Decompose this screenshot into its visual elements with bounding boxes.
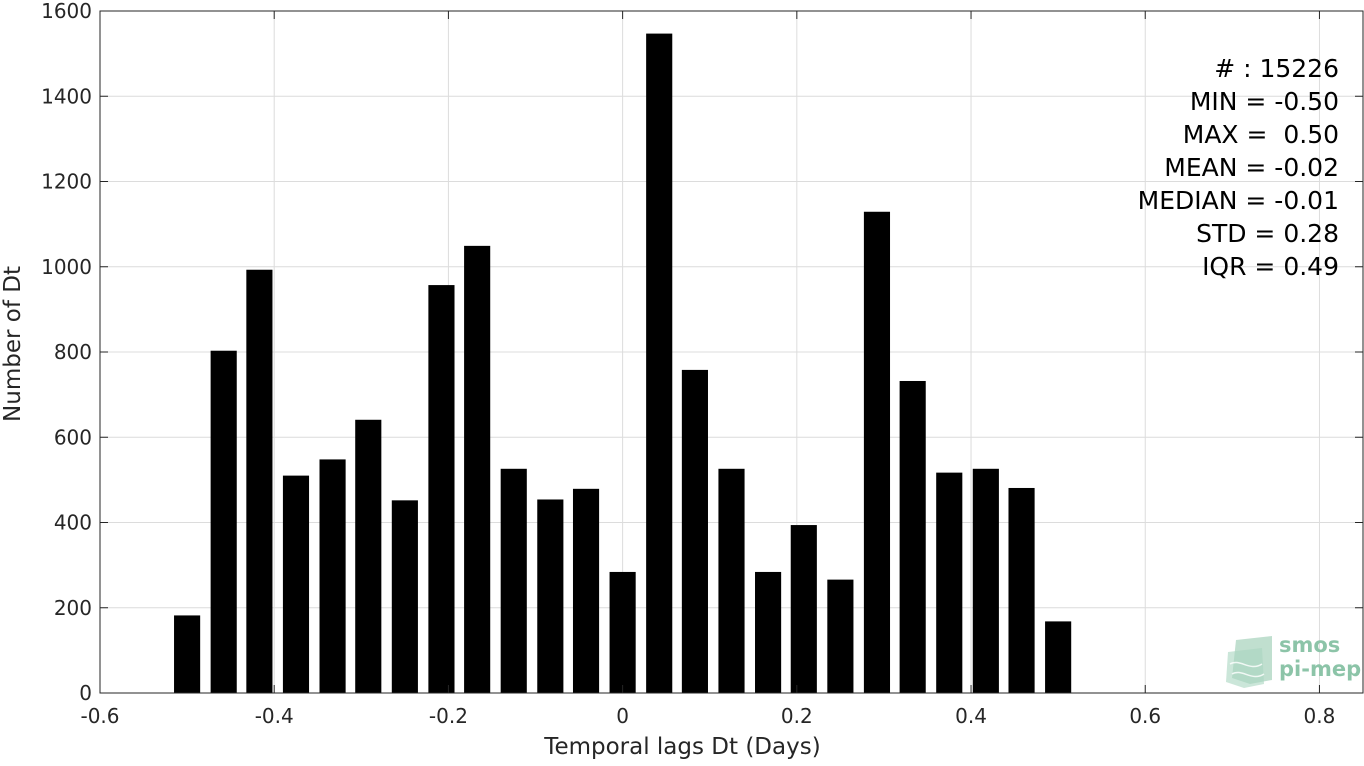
bars — [174, 33, 1072, 694]
bar — [755, 571, 782, 693]
stats-line: MIN = -0.50 — [1190, 87, 1339, 116]
logo-text-line1: smos — [1279, 633, 1340, 657]
x-tick-label: -0.4 — [255, 704, 294, 728]
bar — [464, 245, 491, 693]
bar — [1045, 621, 1072, 693]
bar — [428, 285, 455, 693]
logo-text-line2: pi-mep — [1279, 657, 1361, 681]
x-tick-label: 0.2 — [781, 704, 813, 728]
bar — [355, 419, 382, 693]
y-tick-label: 600 — [54, 425, 92, 449]
bar — [500, 468, 527, 693]
y-tick-label: 200 — [54, 596, 92, 620]
y-axis-label: Number of Dt — [0, 266, 26, 422]
bar — [174, 615, 201, 693]
bar — [646, 33, 673, 694]
bar — [391, 500, 418, 693]
y-tick-label: 0 — [79, 681, 92, 705]
x-tick-label: -0.2 — [429, 704, 468, 728]
bar — [899, 380, 926, 693]
bar — [246, 269, 273, 693]
bar — [718, 468, 745, 693]
x-tick-label: 0 — [616, 704, 629, 728]
bar — [827, 579, 854, 693]
x-tick-label: -0.6 — [80, 704, 119, 728]
y-tick-label: 1200 — [41, 170, 92, 194]
y-tick-label: 1600 — [41, 0, 92, 23]
stats-line: MEDIAN = -0.01 — [1138, 186, 1339, 215]
y-tick-label: 800 — [54, 340, 92, 364]
x-tick-label: 0.8 — [1304, 704, 1336, 728]
bar — [1008, 487, 1035, 693]
bar — [609, 571, 636, 693]
bar — [790, 525, 817, 693]
bar — [282, 475, 310, 693]
x-tick-label: 0.4 — [955, 704, 987, 728]
smos-pimep-logo: smos pi-mep — [1226, 633, 1361, 688]
bar — [319, 459, 346, 693]
stats-line: # : 15226 — [1214, 54, 1339, 83]
x-tick-label: 0.6 — [1129, 704, 1161, 728]
stats-line: MAX = 0.50 — [1183, 120, 1339, 149]
bar — [936, 472, 963, 693]
bar — [681, 369, 708, 693]
stats-line: MEAN = -0.02 — [1164, 153, 1339, 182]
y-tick-label: 1400 — [41, 84, 92, 108]
y-tick-label: 1000 — [41, 255, 92, 279]
bar — [572, 488, 600, 693]
bar — [972, 468, 999, 693]
bar — [537, 499, 564, 693]
bar — [210, 350, 237, 693]
x-axis-ticks: -0.6 -0.4 -0.2 0 0.2 0.4 0.6 0.8 — [80, 11, 1335, 728]
stats-line: STD = 0.28 — [1196, 219, 1339, 248]
bar — [863, 211, 891, 694]
logo-icon — [1226, 636, 1272, 688]
y-axis-ticks: 0 200 400 600 800 1000 1200 1400 1600 — [41, 0, 1363, 705]
y-tick-label: 400 — [54, 511, 92, 535]
stats-annotation: # : 15226 MIN = -0.50 MAX = 0.50 MEAN = -0.… — [1138, 54, 1339, 281]
stats-line: IQR = 0.49 — [1202, 252, 1339, 281]
x-axis-label: Temporal lags Dt (Days) — [543, 734, 820, 760]
